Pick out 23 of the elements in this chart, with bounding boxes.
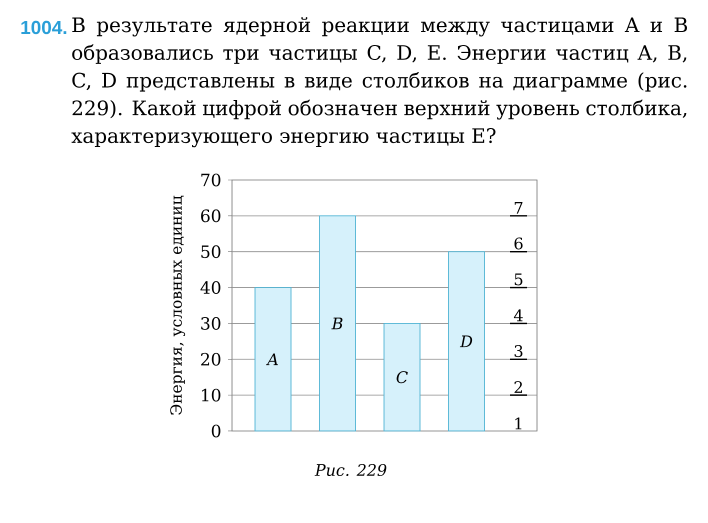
x-tick-label: C xyxy=(396,371,408,384)
text: 1004. xyxy=(21,20,66,34)
text: Рис. 229 xyxy=(314,464,386,476)
x-tick-label: D xyxy=(460,336,472,348)
annotation: 5 xyxy=(514,274,522,286)
y-tick-label: 30 xyxy=(201,317,220,330)
y-tick-label: 20 xyxy=(201,352,220,366)
annotation: 1 xyxy=(515,417,522,430)
annotation: 2 xyxy=(514,381,522,393)
annotation: 4 xyxy=(514,309,523,322)
y-tick-label: 0 xyxy=(212,424,220,438)
y-axis-title: Энергия, условных единиц xyxy=(170,196,186,415)
y-tick-label: 60 xyxy=(201,209,220,222)
annotation: 3 xyxy=(514,345,522,358)
y-tick-label: 50 xyxy=(201,245,220,258)
x-tick-label: B xyxy=(331,318,342,330)
y-tick-label: 40 xyxy=(200,281,220,294)
x-tick-label: A xyxy=(266,353,278,366)
y-tick-label: 70 xyxy=(201,174,220,186)
annotation: 7 xyxy=(514,202,522,214)
annotation: 6 xyxy=(514,237,523,250)
chart-subtitle: В результате ядерной реакции между частицами A и B образовались три частицы C, D, E. Энергии частиц A, B, C, D представлены в виде столбиков на диаграмме (рис. 229). Какой цифрой обозначен верхний уровень столбика, характеризующего энергию частицы E? xyxy=(71,17,688,148)
y-tick-label: 10 xyxy=(202,388,220,402)
